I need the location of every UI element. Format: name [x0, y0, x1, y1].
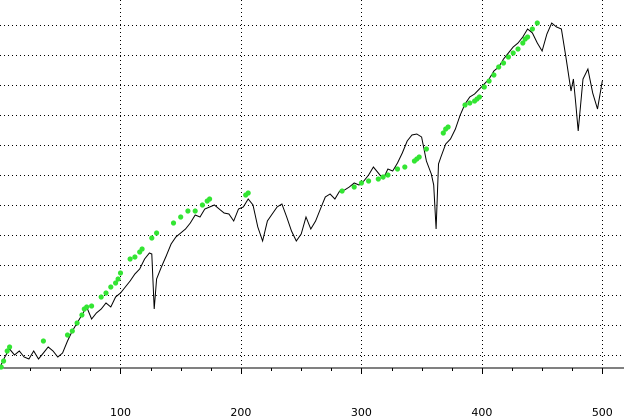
x-tick-label: 400	[471, 406, 492, 419]
green-point	[170, 220, 177, 226]
green-point	[423, 146, 429, 152]
green-point	[74, 320, 80, 326]
green-point	[486, 78, 492, 84]
green-point	[79, 312, 85, 318]
green-point	[89, 303, 95, 309]
green-point	[178, 214, 184, 220]
green-point	[69, 328, 75, 334]
x-tick-label: 200	[230, 406, 251, 419]
green-point	[199, 202, 205, 208]
green-point	[467, 100, 473, 106]
green-point	[416, 154, 422, 160]
green-point	[207, 196, 213, 202]
green-point	[375, 176, 381, 182]
green-point	[64, 332, 71, 338]
green-point	[4, 348, 10, 354]
series-line	[0, 22, 603, 368]
x-tick-label: 300	[351, 406, 372, 419]
green-point	[339, 188, 345, 194]
green-point	[185, 208, 191, 214]
green-point	[127, 256, 133, 262]
green-point	[117, 270, 124, 276]
green-point	[40, 338, 47, 344]
x-axis-tick-labels: 100 200 300 400 500	[110, 406, 613, 419]
green-point	[520, 40, 526, 46]
green-point	[510, 50, 516, 56]
green-point	[7, 344, 13, 350]
green-point	[515, 46, 521, 52]
green-point	[132, 254, 138, 260]
green-point	[529, 26, 536, 32]
green-point	[445, 124, 451, 130]
green-point	[149, 235, 155, 241]
green-markers	[0, 20, 540, 370]
green-point	[491, 72, 497, 78]
green-point	[113, 280, 119, 286]
green-point	[351, 184, 357, 190]
green-point	[525, 34, 531, 40]
green-point	[534, 20, 540, 26]
green-point	[108, 284, 114, 290]
green-point	[402, 164, 408, 170]
green-point	[84, 304, 90, 310]
green-point	[154, 230, 160, 236]
green-point	[1, 358, 7, 364]
green-point	[505, 54, 511, 60]
grid-lines	[0, 0, 624, 368]
green-point	[440, 130, 446, 136]
green-point	[245, 190, 251, 196]
green-point	[103, 290, 109, 296]
green-point	[98, 294, 104, 300]
green-point	[394, 166, 401, 172]
green-point	[115, 276, 121, 282]
green-point	[385, 172, 391, 178]
x-axis-ticks	[30, 368, 603, 374]
green-point	[500, 60, 507, 66]
green-point	[192, 208, 198, 214]
x-tick-label: 500	[592, 406, 613, 419]
green-point	[358, 180, 364, 186]
green-point	[366, 178, 372, 184]
green-point	[380, 174, 386, 180]
green-point	[139, 246, 145, 252]
green-point	[462, 102, 468, 108]
green-point	[476, 94, 482, 100]
x-tick-label: 100	[110, 406, 131, 419]
green-point	[481, 84, 487, 90]
green-point	[496, 64, 502, 70]
green-point	[0, 364, 4, 370]
